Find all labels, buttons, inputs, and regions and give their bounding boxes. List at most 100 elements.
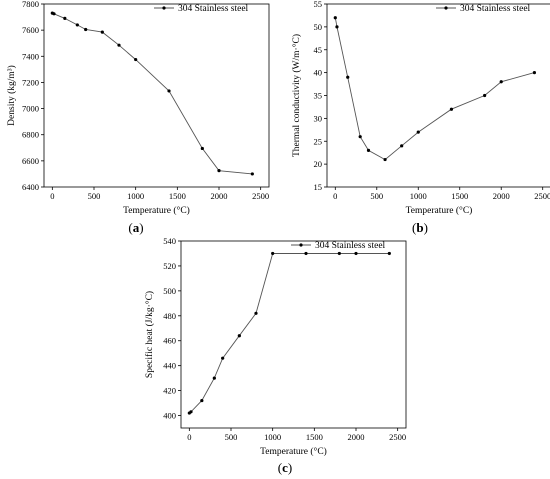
data-point [217,169,221,173]
x-tick-label: 1500 [169,191,186,201]
y-tick-label: 55 [314,0,323,9]
data-point [221,356,225,360]
x-tick-label: 1000 [127,191,144,201]
y-tick-label: 35 [314,91,323,101]
x-tick-label: 0 [333,191,337,201]
data-point [337,251,341,256]
x-tick-label: 500 [225,432,238,442]
x-tick-label: 1000 [410,191,427,201]
y-tick-label: 400 [163,411,176,421]
y-tick-label: 25 [314,136,323,146]
x-tick-label: 2000 [211,191,228,201]
legend-marker [299,243,303,247]
y-tick-label: 50 [314,22,323,32]
legend-label: 304 Stainless steel [460,4,531,14]
legend-label: 304 Stainless steel [315,241,386,251]
data-point [117,43,121,47]
y-tick-label: 20 [314,159,323,169]
y-tick-label: 6600 [22,156,39,166]
legend-marker [162,6,166,10]
y-tick-label: 7600 [22,25,39,35]
data-point [52,12,56,16]
x-tick-label: 1500 [451,191,468,201]
data-point [250,172,254,176]
data-point [254,311,258,315]
plot-frame [326,3,550,188]
y-tick-label: 40 [314,68,323,78]
data-point [237,334,241,338]
data-point [358,135,362,139]
y-tick-label: 7000 [22,104,39,114]
y-tick-label: 45 [314,45,323,55]
data-point [387,251,391,256]
series-line [189,253,390,414]
data-point [333,16,337,20]
x-tick-label: 500 [88,191,101,201]
data-point [304,251,308,256]
data-point [335,25,339,29]
x-tick-label: 0 [187,432,191,442]
x-tick-label: 2000 [348,432,365,442]
y-axis-label: Thermal conductivity (W/m·°C) [291,34,302,157]
x-tick-label: 2500 [534,191,550,201]
data-point [200,398,204,403]
data-point [366,148,371,152]
data-point [483,93,487,98]
plot-frame [43,3,270,188]
data-point [189,410,193,414]
data-point [63,16,67,20]
data-point [200,146,204,151]
data-point [167,89,171,93]
data-point [449,107,454,111]
y-tick-label: 420 [163,386,176,396]
chart-density: 0 500 1000 1500 2000 2500 6400 6600 6800 7000 7200… [6,0,270,235]
data-point [499,80,503,84]
y-tick-label: 7200 [22,77,39,87]
plot-frame [180,240,407,429]
y-tick-label: 15 [314,182,323,192]
x-tick-label: 2000 [493,191,510,201]
y-tick-label: 480 [163,311,176,321]
data-point [400,144,404,148]
panel-caption: (c) [278,460,292,475]
data-point [346,75,350,79]
x-tick-label: 1000 [264,432,281,442]
legend-label: 304 Stainless steel [178,4,249,14]
x-axis-label: Temperature (°C) [123,205,190,216]
y-tick-label: 540 [163,236,176,246]
y-tick-label: 7400 [22,51,39,61]
y-tick-label: 30 [314,113,323,123]
chart-thermal-conductivity: 0 500 1000 1500 2000 2500 15 20 25 30 35 40 45 50 55 Te… [291,0,550,235]
series-line [52,12,253,175]
data-point [134,57,138,62]
y-tick-label: 440 [163,361,176,371]
data-point [354,251,358,256]
y-tick-label: 6400 [22,182,39,192]
chart-specific-heat: 0 500 1000 1500 2000 2500 400 420 440 460 480 500 52… [144,236,407,475]
data-point [100,30,104,34]
series-line [334,17,535,161]
panel-caption: (b) [412,220,428,235]
x-tick-label: 2500 [389,432,406,442]
x-tick-label: 0 [50,191,54,201]
data-point [212,376,216,380]
y-tick-label: 7800 [22,0,39,9]
y-tick-label: 520 [163,261,176,271]
data-point [75,23,79,27]
data-point [532,71,537,75]
y-axis-label: Specific heat (J/kg·°C) [144,291,155,378]
y-axis-label: Density (kg/m³) [6,65,17,126]
x-axis-label: Temperature (°C) [406,205,473,216]
y-tick-label: 6800 [22,130,39,140]
y-tick-label: 500 [163,286,176,296]
data-point [84,27,88,32]
x-axis-label: Temperature (°C) [260,446,327,457]
legend-marker [444,6,448,10]
x-tick-label: 500 [370,191,383,201]
data-point [383,157,387,162]
panel-caption: (a) [128,220,143,235]
y-tick-label: 460 [163,336,176,346]
x-tick-label: 2500 [252,191,269,201]
data-point [271,251,275,256]
